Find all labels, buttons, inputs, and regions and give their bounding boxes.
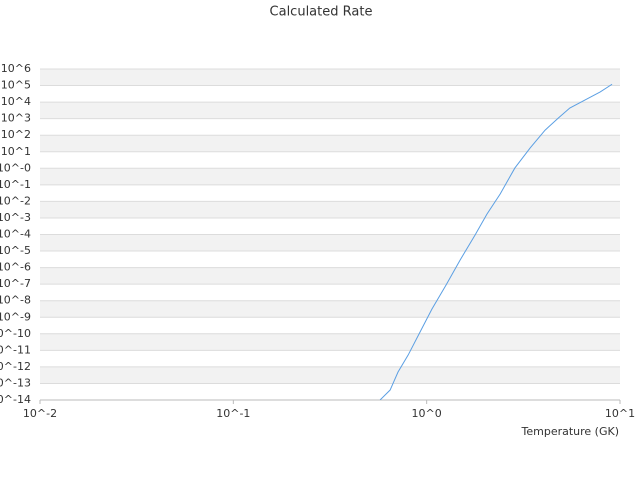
y-tick-label: 10^-6 xyxy=(0,261,31,274)
y-tick-label: 10^-5 xyxy=(0,244,31,257)
y-tick-label: 10^-10 xyxy=(0,327,31,340)
grid-band xyxy=(40,366,620,384)
chart-title: Calculated Rate xyxy=(270,5,373,20)
x-tick-label: 10^-2 xyxy=(23,407,57,420)
y-tick-label: 10^-7 xyxy=(0,277,31,290)
y-tick-label: 10^-9 xyxy=(0,310,31,323)
data-line xyxy=(379,83,613,400)
y-tick-label: 10^-2 xyxy=(0,194,31,207)
x-axis-label: Temperature (GK) xyxy=(521,425,620,438)
y-tick-label: 10^-3 xyxy=(0,211,31,224)
y-tick-label: 10^-14 xyxy=(0,393,31,406)
grid-band xyxy=(40,135,620,152)
y-tick-label: 10^6 xyxy=(1,62,31,75)
y-tick-label: 10^-13 xyxy=(0,376,31,389)
grid-band xyxy=(40,267,620,285)
y-tick-label: 10^5 xyxy=(1,79,31,92)
y-tick-label: 10^-12 xyxy=(0,360,31,373)
y-tick-label: 10^-4 xyxy=(0,228,31,241)
grid-band xyxy=(40,102,620,119)
y-tick-label: 10^1 xyxy=(1,145,31,158)
grid-band xyxy=(40,234,620,252)
grid-band xyxy=(40,201,620,218)
grid-band xyxy=(40,69,620,86)
grid-band xyxy=(40,300,620,318)
y-tick-label: 10^-8 xyxy=(0,294,31,307)
y-tick-label: 10^-11 xyxy=(0,343,31,356)
x-tick-label: 10^1 xyxy=(605,407,635,420)
x-tick-label: 10^0 xyxy=(412,407,442,420)
grid-band xyxy=(40,333,620,351)
y-tick-label: 10^2 xyxy=(1,128,31,141)
y-tick-label: 10^3 xyxy=(1,112,31,125)
y-tick-label: 10^4 xyxy=(1,95,31,108)
x-tick-label: 10^-1 xyxy=(216,407,250,420)
y-tick-label: 10^-0 xyxy=(0,161,31,174)
y-tick-label: 10^-1 xyxy=(0,178,31,191)
grid-band xyxy=(40,168,620,185)
